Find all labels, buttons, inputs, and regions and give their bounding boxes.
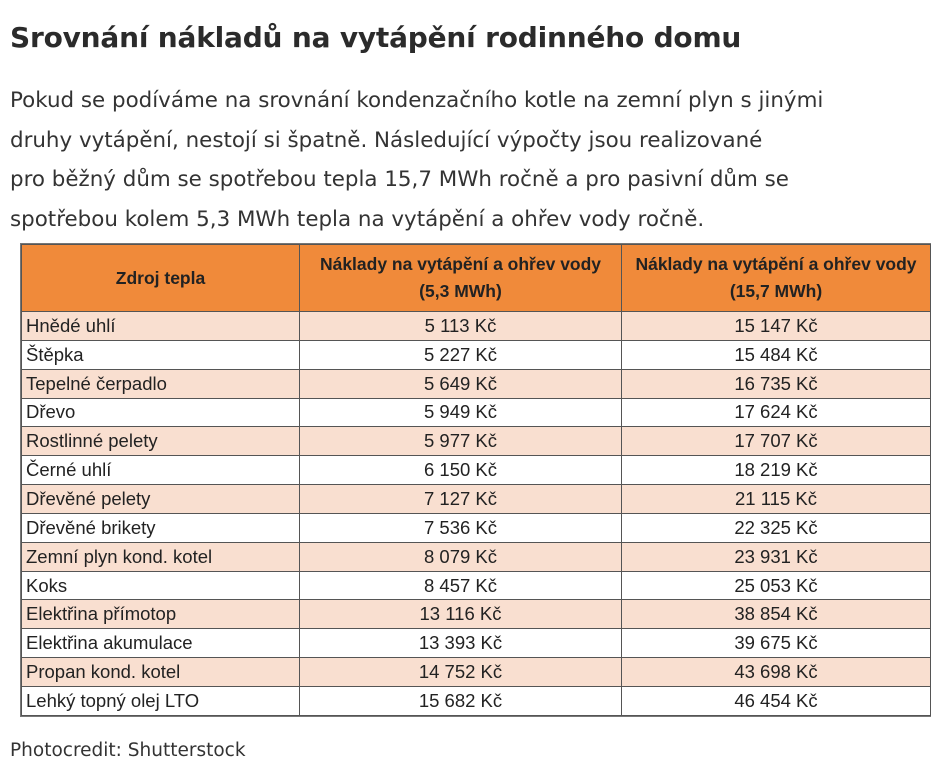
cell-cost-5-3-mwh: 7 127 Kč	[299, 484, 622, 514]
cell-heat-source: Zemní plyn kond. kotel	[21, 541, 300, 572]
cell-heat-source: Dřevěné brikety	[21, 512, 300, 543]
cell-cost-15-7-mwh: 21 115 Kč	[621, 484, 931, 514]
table-body: Hnědé uhlí 5 113 Kč 15 147 Kč Štěpka 5 227 K…	[21, 311, 931, 717]
intro-paragraph: Pokud se podíváme na srovnání kondenzačn…	[10, 81, 930, 239]
table-row: Štěpka 5 227 Kč 15 484 Kč	[21, 339, 931, 370]
cell-cost-5-3-mwh: 5 949 Kč	[299, 397, 622, 428]
table-header-row: Zdroj tepla Náklady na vytápění a ohřev …	[21, 244, 931, 312]
table-row: Elektřina akumulace 13 393 Kč 39 675 Kč	[21, 628, 931, 659]
cell-cost-5-3-mwh: 5 113 Kč	[299, 311, 622, 341]
table-row: Zemní plyn kond. kotel 8 079 Kč 23 931 Kč	[21, 541, 931, 572]
intro-line: pro běžný dům se spotřebou tepla 15,7 MW…	[10, 167, 789, 193]
cell-cost-15-7-mwh: 15 147 Kč	[621, 311, 931, 341]
cell-cost-5-3-mwh: 6 150 Kč	[299, 455, 622, 486]
cell-heat-source: Koks	[21, 570, 300, 601]
table-row: Lehký topný olej LTO 15 682 Kč 46 454 Kč	[21, 685, 931, 717]
cell-cost-5-3-mwh: 7 536 Kč	[299, 512, 622, 543]
cell-cost-15-7-mwh: 39 675 Kč	[621, 628, 931, 659]
intro-line: spotřebou kolem 5,3 MWh tepla na vytápěn…	[10, 206, 705, 232]
photo-credit: Photocredit: Shutterstock	[10, 740, 246, 761]
cell-heat-source: Elektřina akumulace	[21, 628, 300, 659]
table-row: Rostlinné pelety 5 977 Kč 17 707 Kč	[21, 426, 931, 457]
cell-cost-5-3-mwh: 14 752 Kč	[299, 657, 622, 687]
table-row: Černé uhlí 6 150 Kč 18 219 Kč	[21, 455, 931, 486]
cell-heat-source: Dřevěné pelety	[21, 484, 300, 514]
cell-cost-15-7-mwh: 25 053 Kč	[621, 570, 931, 601]
cell-cost-15-7-mwh: 17 624 Kč	[621, 397, 931, 428]
page-title: Srovnání nákladů na vytápění rodinného d…	[10, 20, 742, 54]
cell-cost-5-3-mwh: 13 116 Kč	[299, 599, 622, 630]
cell-cost-5-3-mwh: 15 682 Kč	[299, 685, 622, 717]
header-heat-source: Zdroj tepla	[21, 244, 300, 312]
cell-heat-source: Propan kond. kotel	[21, 657, 300, 687]
table-row: Tepelné čerpadlo 5 649 Kč 16 735 Kč	[21, 368, 931, 399]
table-row: Koks 8 457 Kč 25 053 Kč	[21, 570, 931, 601]
intro-line: Pokud se podíváme na srovnání kondenzačn…	[10, 88, 824, 114]
cell-cost-15-7-mwh: 22 325 Kč	[621, 512, 931, 543]
table-row: Dřevěné brikety 7 536 Kč 22 325 Kč	[21, 512, 931, 543]
table-row: Hnědé uhlí 5 113 Kč 15 147 Kč	[21, 311, 931, 341]
cell-heat-source: Dřevo	[21, 397, 300, 428]
cell-cost-15-7-mwh: 38 854 Kč	[621, 599, 931, 630]
cell-cost-15-7-mwh: 43 698 Kč	[621, 657, 931, 687]
heating-cost-table: Zdroj tepla Náklady na vytápění a ohřev …	[21, 244, 931, 717]
table-row: Propan kond. kotel 14 752 Kč 43 698 Kč	[21, 657, 931, 687]
cell-cost-5-3-mwh: 8 079 Kč	[299, 541, 622, 572]
cell-cost-5-3-mwh: 5 649 Kč	[299, 368, 622, 399]
cell-cost-15-7-mwh: 15 484 Kč	[621, 339, 931, 370]
intro-line: druhy vytápění, nestojí si špatně. Násle…	[10, 127, 763, 153]
cell-heat-source: Štěpka	[21, 339, 300, 370]
cell-cost-15-7-mwh: 17 707 Kč	[621, 426, 931, 457]
cell-cost-5-3-mwh: 13 393 Kč	[299, 628, 622, 659]
cell-cost-15-7-mwh: 23 931 Kč	[621, 541, 931, 572]
cell-cost-15-7-mwh: 16 735 Kč	[621, 368, 931, 399]
heating-cost-table-image: Zdroj tepla Náklady na vytápění a ohřev …	[20, 243, 931, 717]
header-cost-15-7-mwh: Náklady na vytápění a ohřev vody (15,7 M…	[621, 244, 931, 312]
table-row: Dřevěné pelety 7 127 Kč 21 115 Kč	[21, 484, 931, 514]
cell-heat-source: Tepelné čerpadlo	[21, 368, 300, 399]
table-row: Elektřina přímotop 13 116 Kč 38 854 Kč	[21, 599, 931, 630]
cell-heat-source: Rostlinné pelety	[21, 426, 300, 457]
cell-cost-15-7-mwh: 18 219 Kč	[621, 455, 931, 486]
cell-cost-15-7-mwh: 46 454 Kč	[621, 685, 931, 717]
cell-cost-5-3-mwh: 8 457 Kč	[299, 570, 622, 601]
table-row: Dřevo 5 949 Kč 17 624 Kč	[21, 397, 931, 428]
cell-cost-5-3-mwh: 5 977 Kč	[299, 426, 622, 457]
header-cost-5-3-mwh: Náklady na vytápění a ohřev vody (5,3 MW…	[299, 244, 622, 312]
cell-cost-5-3-mwh: 5 227 Kč	[299, 339, 622, 370]
cell-heat-source: Elektřina přímotop	[21, 599, 300, 630]
cell-heat-source: Černé uhlí	[21, 455, 300, 486]
cell-heat-source: Lehký topný olej LTO	[21, 685, 300, 717]
cell-heat-source: Hnědé uhlí	[21, 311, 300, 341]
